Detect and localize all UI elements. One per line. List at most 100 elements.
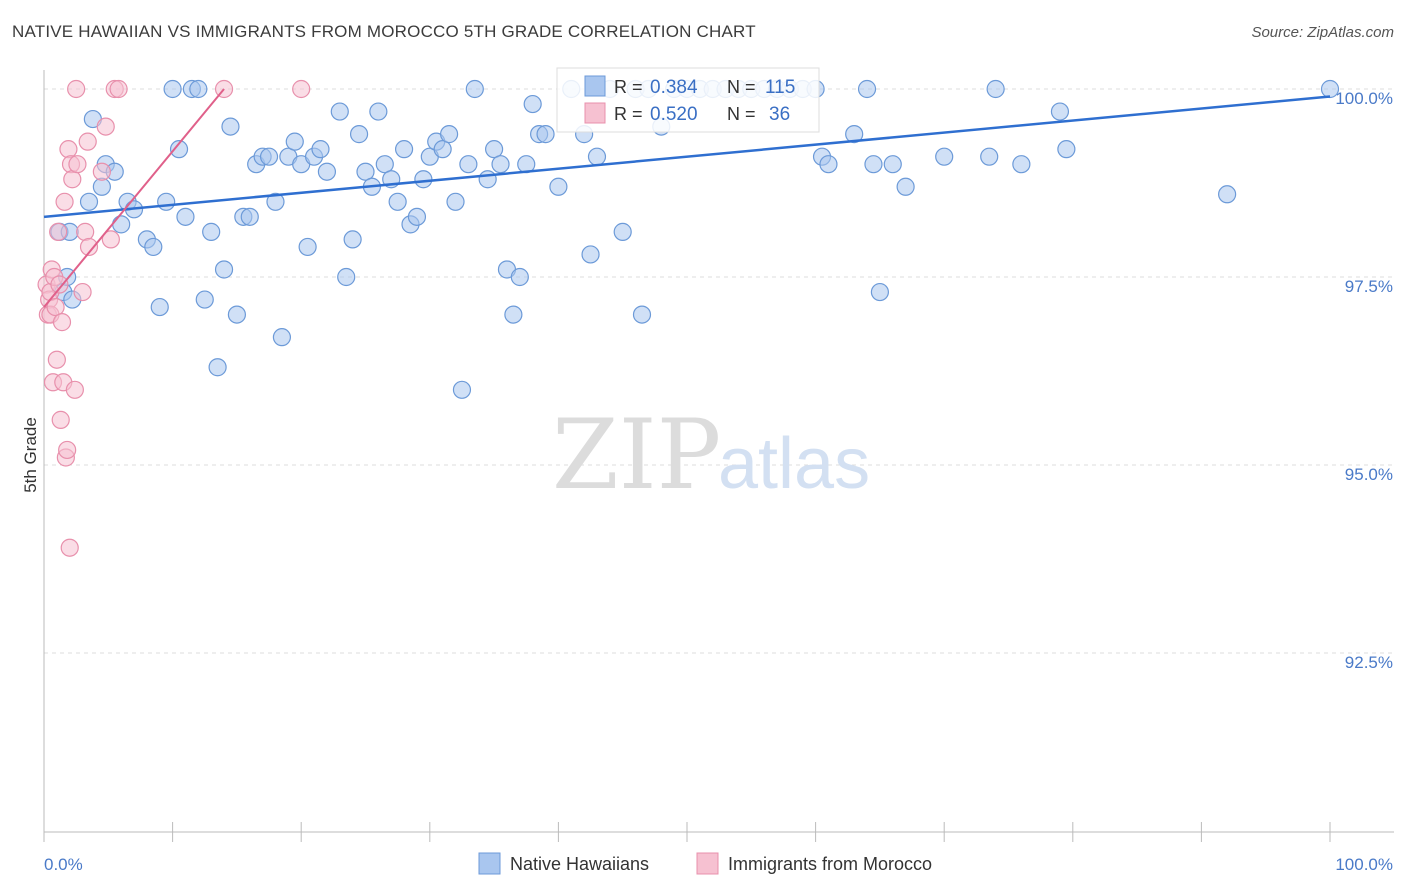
data-point [343,230,362,249]
data-point [52,313,72,332]
legend-n-value-1: 115 [765,77,795,98]
data-point [76,222,95,241]
data-point [317,162,337,181]
data-point [857,79,877,99]
series-legend: Native Hawaiians Immigrants from Morocco [478,852,932,875]
x-tick-label-max: 100.0% [1335,855,1393,874]
data-point [980,147,999,166]
bottom-legend-label-2: Immigrants from Morocco [728,854,932,874]
data-point [65,380,84,399]
data-point [163,79,182,99]
legend-swatch-pink [584,102,606,124]
y-tick-label: 92.5% [1345,653,1393,672]
data-point [587,147,607,166]
trend-lines [43,88,1331,308]
bottom-legend-swatch-blue [478,852,501,875]
y-tick-label: 100.0% [1335,89,1393,108]
data-point [157,192,176,211]
data-point [632,305,652,324]
y-tick-labels: 100.0% 97.5% 95.0% 92.5% [1335,89,1393,672]
data-point [202,222,221,241]
y-tick-label: 95.0% [1345,465,1393,484]
data-point [452,380,472,399]
watermark-atlas: atlas [718,424,870,504]
data-point [446,192,465,211]
data-point [58,440,77,460]
data-point [101,230,120,249]
data-point [227,305,246,324]
data-point [375,155,394,174]
data-point [50,275,69,294]
data-point [523,94,542,114]
data-point [150,297,169,317]
data-point [407,207,427,226]
data-point [819,155,838,174]
data-point [221,117,240,136]
x-tick-marks [43,822,1331,842]
axes [43,70,1394,833]
data-point [986,79,1005,99]
data-point [1050,102,1070,121]
y-axis-label: 5th Grade [21,417,40,493]
chart-title: NATIVE HAWAIIAN VS IMMIGRANTS FROM MOROC… [12,22,756,41]
data-point [49,222,68,241]
trend-line-native-hawaiians [43,95,1331,219]
data-point [109,79,128,99]
data-point [112,215,131,234]
data-point [510,267,529,287]
data-point [55,192,74,211]
data-point [349,125,369,144]
data-point [504,305,523,324]
data-point [63,170,82,189]
data-point [369,102,388,121]
data-point [78,132,97,151]
legend-r-value-1: 0.384 [650,77,698,98]
data-point [79,192,99,211]
data-point [870,282,890,302]
data-point [478,170,497,189]
data-point [266,192,285,211]
data-point [47,350,66,369]
data-point [285,132,304,151]
data-point [465,79,484,99]
data-point [864,155,883,174]
data-point [337,267,356,287]
data-point [439,125,459,144]
y-tick-label: 97.5% [1345,277,1393,296]
data-point [896,177,915,196]
legend-r-label-1: R = [614,77,643,97]
data-point [96,117,115,136]
data-point [67,79,86,99]
source-label: Source: ZipAtlas.com [1251,24,1394,41]
data-point [272,328,292,347]
series-morocco-points [37,79,311,557]
data-point [1218,185,1237,204]
data-point [144,237,163,257]
data-point [330,102,349,121]
data-point [311,140,330,159]
legend-n-label-1: N = [727,77,756,97]
data-point [394,140,414,159]
data-point [356,162,375,181]
data-point [414,170,433,189]
legend-r-label-2: R = [614,104,643,124]
data-point [491,155,510,174]
data-point [845,125,864,144]
data-point [46,297,65,317]
data-point [259,147,279,166]
data-point [459,155,478,174]
data-point [613,222,632,241]
data-point [169,140,189,159]
data-point [214,260,234,279]
data-point [1057,140,1076,159]
watermark: ZIP atlas [552,399,870,511]
data-point [208,358,227,377]
data-point [59,140,78,159]
legend-n-label-2: N = [727,104,756,124]
data-point [292,79,311,99]
bottom-legend-label-1: Native Hawaiians [510,854,649,874]
watermark-zip: ZIP [552,399,721,511]
data-point [1012,155,1031,174]
data-point [189,79,208,99]
